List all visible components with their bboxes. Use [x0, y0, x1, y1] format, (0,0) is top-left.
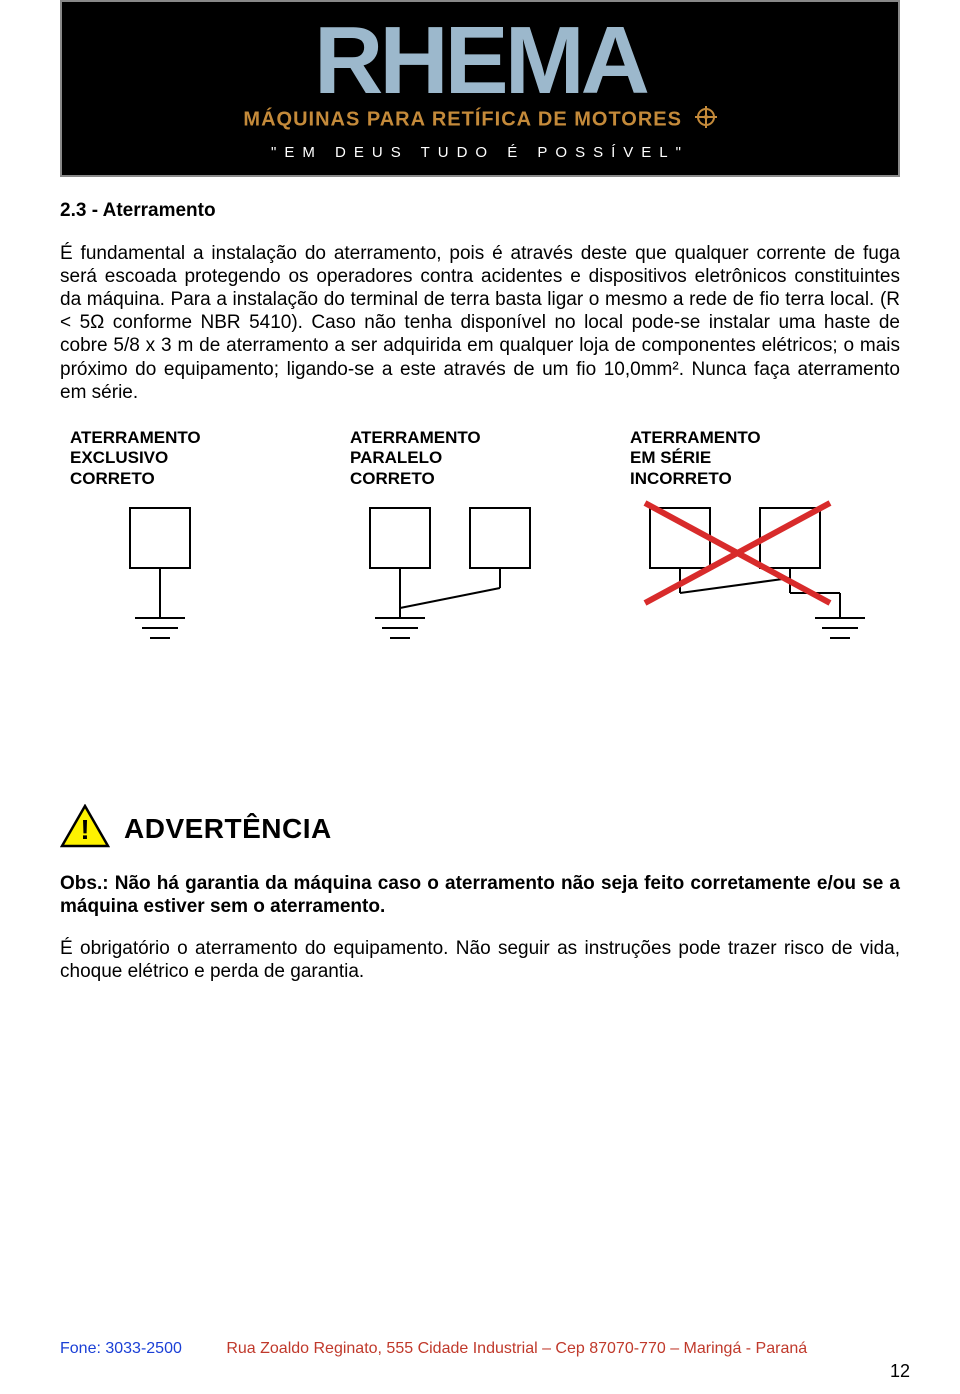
diagram-parallel: ATERRAMENTO PARALELO CORRETO [350, 428, 590, 684]
section-body: É fundamental a instalação do aterrament… [60, 242, 900, 404]
warning-icon: ! [60, 804, 110, 854]
footer-phone: Fone: 3033-2500 [60, 1340, 182, 1357]
diagram-label-l1: ATERRAMENTO [70, 428, 201, 447]
diagram-exclusive: ATERRAMENTO EXCLUSIVO CORRETO [70, 428, 310, 684]
diagram-label: ATERRAMENTO PARALELO CORRETO [350, 428, 590, 490]
warning-label: ADVERTÊNCIA [124, 812, 332, 846]
diagram-svg-exclusive [70, 498, 310, 678]
diagram-svg-series [630, 498, 870, 678]
diagram-svg-parallel [350, 498, 590, 678]
diagram-label-l1: ATERRAMENTO [630, 428, 761, 447]
diagram-series: ATERRAMENTO EM SÉRIE INCORRETO [630, 428, 870, 684]
footer-address: Rua Zoaldo Reginato, 555 Cidade Industri… [226, 1340, 807, 1357]
diagram-label: ATERRAMENTO EXCLUSIVO CORRETO [70, 428, 310, 490]
diagram-row: ATERRAMENTO EXCLUSIVO CORRETO ATERRAMENT… [60, 428, 900, 684]
page-number: 12 [890, 1361, 910, 1382]
diagram-label-l3: CORRETO [350, 469, 435, 488]
footer: Fone: 3033-2500 Rua Zoaldo Reginato, 555… [60, 1340, 900, 1358]
obs-paragraph: Obs.: Não há garantia da máquina caso o … [60, 872, 900, 918]
diagram-label-l3: INCORRETO [630, 469, 732, 488]
page-content: 2.3 - Aterramento É fundamental a instal… [60, 177, 900, 983]
diagram-label-l2: PARALELO [350, 448, 442, 467]
diagram-label-l3: CORRETO [70, 469, 155, 488]
section-title: 2.3 - Aterramento [60, 199, 900, 222]
warning-row: ! ADVERTÊNCIA [60, 804, 900, 854]
logo-motto: "EM DEUS TUDO É POSSÍVEL" [62, 144, 898, 161]
diagram-label-l1: ATERRAMENTO [350, 428, 481, 447]
diagram-label: ATERRAMENTO EM SÉRIE INCORRETO [630, 428, 870, 490]
logo-subtitle: MÁQUINAS PARA RETÍFICA DE MOTORES [62, 106, 898, 134]
header-banner: RHEMA MÁQUINAS PARA RETÍFICA DE MOTORES … [60, 0, 900, 177]
diagram-label-l2: EXCLUSIVO [70, 448, 168, 467]
closing-paragraph: É obrigatório o aterramento do equipamen… [60, 937, 900, 983]
crosshair-icon [695, 106, 717, 134]
svg-text:!: ! [80, 814, 89, 845]
logo-subtitle-text: MÁQUINAS PARA RETÍFICA DE MOTORES [243, 108, 682, 130]
diagram-label-l2: EM SÉRIE [630, 448, 711, 467]
logo-main: RHEMA [62, 20, 898, 102]
